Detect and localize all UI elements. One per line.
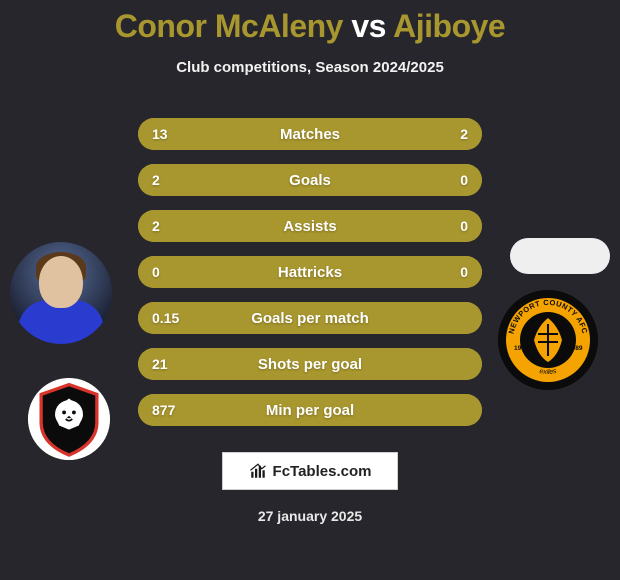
club1-crest-svg <box>28 378 110 460</box>
title-player2: Ajiboye <box>393 8 505 44</box>
stat-row: 20Goals <box>138 164 482 196</box>
club2-year-right: 1989 <box>568 345 583 352</box>
stat-label: Shots per goal <box>138 348 482 380</box>
brand-text: FcTables.com <box>273 463 372 480</box>
stat-row: 0.15Goals per match <box>138 302 482 334</box>
stat-label: Assists <box>138 210 482 242</box>
bar-chart-icon <box>249 462 267 480</box>
stat-label: Matches <box>138 118 482 150</box>
player1-avatar <box>10 242 112 344</box>
stat-label: Min per goal <box>138 394 482 426</box>
player2-avatar-placeholder <box>510 238 610 274</box>
stat-row: 877Min per goal <box>138 394 482 426</box>
stat-bars: 132Matches 20Goals 20Assists 00Hattricks 0.1… <box>138 118 482 426</box>
club2-year-left: 1912 <box>514 345 529 352</box>
title-player1: Conor McAleny <box>115 8 343 44</box>
club1-crest <box>28 378 110 460</box>
subtitle: Club competitions, Season 2024/2025 <box>0 59 620 76</box>
brand-box: FcTables.com <box>222 452 398 490</box>
player1-bust <box>10 242 112 344</box>
stat-label: Goals <box>138 164 482 196</box>
stat-row: 20Assists <box>138 210 482 242</box>
content-area: NEWPORT COUNTY AFC exiles 1912 1989 132M… <box>0 118 620 426</box>
stat-label: Goals per match <box>138 302 482 334</box>
club2-crest: NEWPORT COUNTY AFC exiles 1912 1989 <box>498 290 598 390</box>
club2-crest-svg: NEWPORT COUNTY AFC exiles 1912 1989 <box>498 290 598 390</box>
stat-row: 132Matches <box>138 118 482 150</box>
title-vs: vs <box>351 8 386 44</box>
stat-row: 00Hattricks <box>138 256 482 288</box>
date-text: 27 january 2025 <box>0 508 620 524</box>
stat-row: 21Shots per goal <box>138 348 482 380</box>
stat-label: Hattricks <box>138 256 482 288</box>
comparison-title: Conor McAleny vs Ajiboye <box>0 0 620 45</box>
